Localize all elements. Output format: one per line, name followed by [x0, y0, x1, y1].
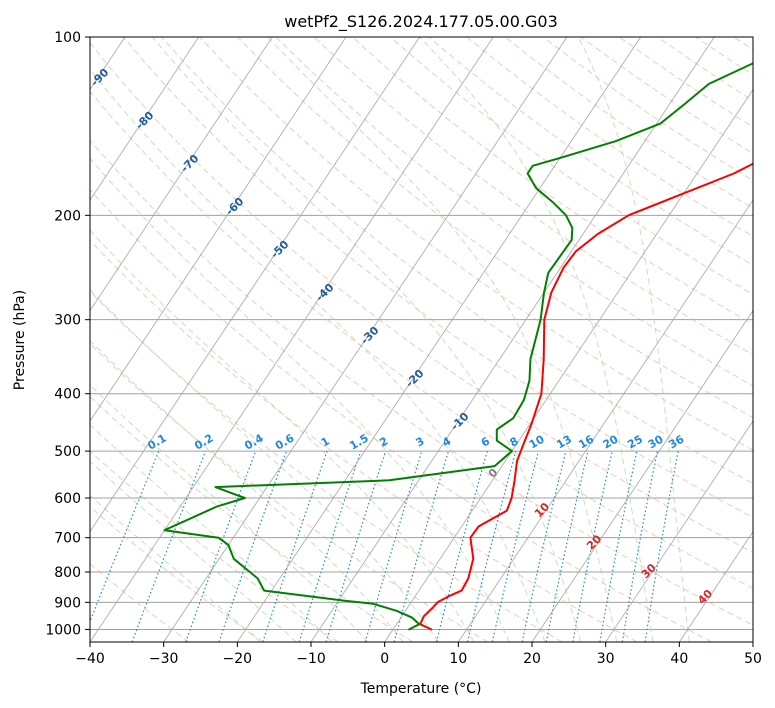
isotherm--10 [310, 37, 715, 642]
x-axis-title: Temperature (°C) [360, 681, 482, 697]
dry-adiabats [90, 37, 753, 642]
dry-adiabat-60 [90, 90, 753, 589]
mixing-ratio-line-3 [364, 450, 423, 642]
moist-adiabat--10 [90, 424, 333, 642]
moist-adiabat-5 [90, 289, 439, 642]
y-axis-title: Pressure (hPa) [12, 290, 28, 390]
dry-adiabat-120 [275, 37, 753, 387]
isotherm-30 [605, 420, 753, 642]
dry-adiabat-30 [90, 239, 638, 642]
x-tick-label--30: −30 [149, 651, 179, 667]
x-tick-label-0: 0 [380, 651, 389, 667]
isotherm-40 [678, 530, 753, 642]
moist-adiabat-25 [151, 37, 582, 642]
y-axis-ticks: 1000 900 800 700 600 500 400 300 200 100 [45, 30, 90, 638]
isotherm--80 [90, 37, 200, 201]
dry-adiabat-10 [90, 342, 488, 642]
mixing-ratio-line-0.6 [218, 450, 288, 642]
dewpoint-profile-line [163, 62, 753, 631]
moist-adiabat-15 [90, 157, 510, 642]
y-tick-label-600: 600 [54, 491, 81, 507]
dry-adiabat--20 [90, 506, 264, 642]
mixing-ratio-line-16 [545, 450, 589, 642]
y-tick-label-700: 700 [54, 531, 81, 547]
mixing-ratio-line-1 [262, 450, 328, 642]
moist-adiabat--15 [90, 460, 297, 642]
dry-adiabat-40 [90, 189, 712, 642]
x-axis-ticks: −40 −30 −20 −10 0 10 20 30 40 50 [75, 642, 762, 667]
y-tick-label-200: 200 [54, 208, 81, 224]
isotherm--70 [90, 37, 273, 312]
isobar-grid [90, 37, 753, 630]
temperature-profile-line [419, 162, 753, 631]
x-tick-label--20: −20 [223, 651, 253, 667]
y-tick-label-400: 400 [54, 387, 81, 403]
dry-adiabat-150 [390, 37, 753, 296]
moist-adiabat-10 [90, 229, 475, 642]
mixing-ratio-line-1.5 [298, 450, 362, 642]
moist-adiabat-0 [90, 339, 404, 642]
x-tick-label--10: −10 [296, 651, 326, 667]
mixing-ratio-lines [90, 450, 679, 642]
moist-adiabats [90, 37, 690, 642]
isotherm-20 [531, 309, 753, 642]
mixing-ratio-line-0.2 [131, 450, 207, 642]
dry-adiabat-110 [237, 37, 753, 419]
y-tick-label-300: 300 [54, 313, 81, 329]
isotherm--20 [236, 37, 642, 642]
x-tick-label-50: 50 [744, 651, 762, 667]
plot-frame [89, 36, 754, 643]
isotherm-grid [90, 37, 753, 642]
moist-adiabat-35 [419, 37, 654, 642]
mixing-ratio-line-2 [325, 450, 387, 642]
moist-adiabat-20 [90, 68, 546, 642]
isotherm--30 [163, 37, 568, 642]
isotherm--60 [90, 37, 347, 422]
chart-title: wetPf2_S126.2024.177.05.00.G03 [284, 12, 558, 32]
y-tick-label-800: 800 [54, 565, 81, 581]
isotherm--50 [90, 37, 421, 533]
isotherm-10 [457, 199, 753, 642]
x-tick-label-10: 10 [449, 651, 467, 667]
x-tick-label-40: 40 [670, 651, 688, 667]
dry-adiabat-50 [90, 139, 753, 626]
x-tick-label-20: 20 [523, 651, 541, 667]
isotherm-0 [384, 88, 753, 642]
mixing-ratio-line-6 [435, 450, 488, 642]
dry-adiabat-100 [199, 37, 753, 451]
mixing-ratio-line-8 [466, 450, 517, 642]
profile-series [163, 62, 753, 631]
moist-adiabat-40 [577, 37, 690, 642]
y-tick-label-500: 500 [54, 444, 81, 460]
mixing-ratio-line-0.4 [185, 450, 257, 642]
dry-adiabat-20 [90, 290, 563, 642]
isotherm--40 [90, 37, 494, 642]
y-tick-label-1000: 1000 [45, 622, 81, 638]
x-tick-label--40: −40 [75, 651, 105, 667]
y-tick-label-900: 900 [54, 595, 81, 611]
mixing-ratio-line-13 [521, 450, 567, 642]
moist-adiabat--20 [90, 494, 261, 642]
x-tick-label-30: 30 [597, 651, 615, 667]
mixing-ratio-line-0.1 [90, 450, 160, 623]
y-tick-label-100: 100 [54, 30, 81, 46]
moist-adiabat-30 [267, 37, 618, 642]
